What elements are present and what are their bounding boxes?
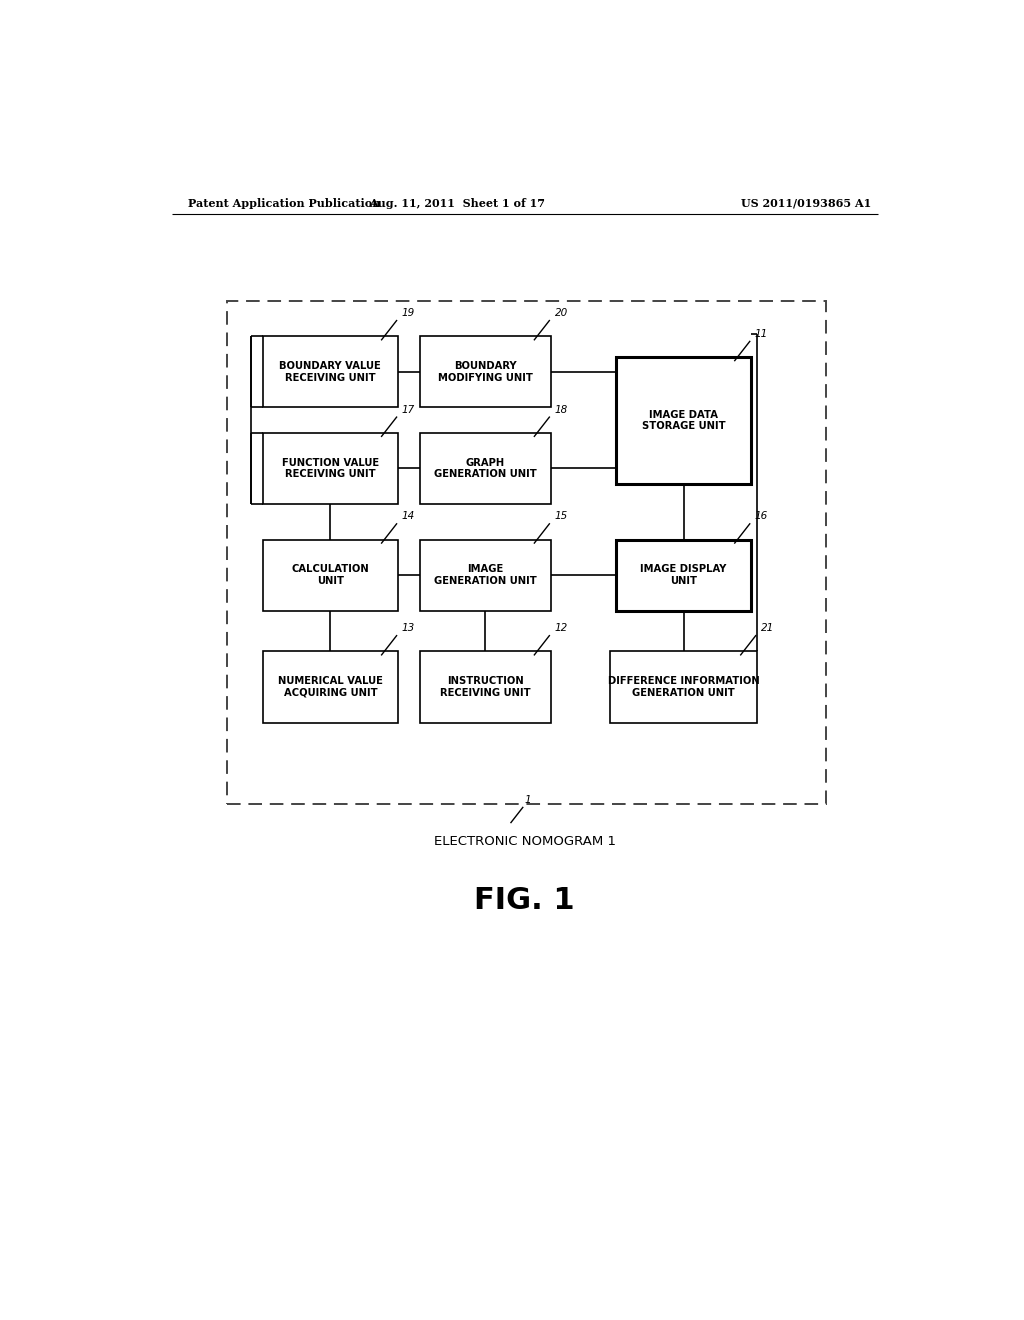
Text: Aug. 11, 2011  Sheet 1 of 17: Aug. 11, 2011 Sheet 1 of 17 bbox=[370, 198, 546, 209]
Text: IMAGE DISPLAY
UNIT: IMAGE DISPLAY UNIT bbox=[640, 565, 727, 586]
Text: 13: 13 bbox=[401, 623, 415, 634]
Text: CALCULATION
UNIT: CALCULATION UNIT bbox=[292, 565, 370, 586]
Bar bbox=[263, 540, 397, 611]
Text: 1: 1 bbox=[524, 795, 531, 805]
Bar bbox=[420, 433, 551, 504]
Text: 21: 21 bbox=[761, 623, 774, 634]
Bar bbox=[420, 540, 551, 611]
Bar bbox=[610, 651, 757, 722]
Bar bbox=[616, 358, 751, 484]
Text: Patent Application Publication: Patent Application Publication bbox=[187, 198, 380, 209]
Text: 16: 16 bbox=[755, 511, 768, 521]
Text: 11: 11 bbox=[755, 329, 768, 339]
Text: 18: 18 bbox=[555, 404, 568, 414]
Text: US 2011/0193865 A1: US 2011/0193865 A1 bbox=[741, 198, 871, 209]
Bar bbox=[616, 540, 751, 611]
Bar bbox=[227, 301, 826, 804]
Text: NUMERICAL VALUE
ACQUIRING UNIT: NUMERICAL VALUE ACQUIRING UNIT bbox=[278, 676, 383, 698]
Bar bbox=[263, 433, 397, 504]
Bar bbox=[263, 337, 397, 408]
Text: FIG. 1: FIG. 1 bbox=[474, 886, 575, 915]
Text: IMAGE DATA
STORAGE UNIT: IMAGE DATA STORAGE UNIT bbox=[642, 409, 725, 432]
Text: 17: 17 bbox=[401, 404, 415, 414]
Text: FUNCTION VALUE
RECEIVING UNIT: FUNCTION VALUE RECEIVING UNIT bbox=[282, 458, 379, 479]
Text: ELECTRONIC NOMOGRAM 1: ELECTRONIC NOMOGRAM 1 bbox=[434, 836, 615, 849]
Text: BOUNDARY VALUE
RECEIVING UNIT: BOUNDARY VALUE RECEIVING UNIT bbox=[280, 362, 381, 383]
Text: 19: 19 bbox=[401, 308, 415, 318]
Text: INSTRUCTION
RECEIVING UNIT: INSTRUCTION RECEIVING UNIT bbox=[439, 676, 530, 698]
Text: GRAPH
GENERATION UNIT: GRAPH GENERATION UNIT bbox=[434, 458, 537, 479]
Text: 15: 15 bbox=[555, 511, 568, 521]
Text: 20: 20 bbox=[555, 308, 568, 318]
Text: 12: 12 bbox=[555, 623, 568, 634]
Bar bbox=[420, 337, 551, 408]
Text: 14: 14 bbox=[401, 511, 415, 521]
Text: BOUNDARY
MODIFYING UNIT: BOUNDARY MODIFYING UNIT bbox=[437, 362, 532, 383]
Text: IMAGE
GENERATION UNIT: IMAGE GENERATION UNIT bbox=[434, 565, 537, 586]
Bar bbox=[263, 651, 397, 722]
Text: DIFFERENCE INFORMATION
GENERATION UNIT: DIFFERENCE INFORMATION GENERATION UNIT bbox=[607, 676, 760, 698]
Bar bbox=[420, 651, 551, 722]
